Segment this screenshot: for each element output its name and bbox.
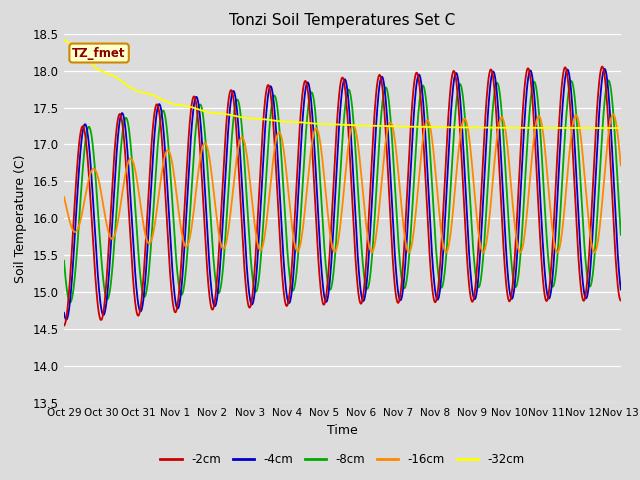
X-axis label: Time: Time (327, 424, 358, 437)
Y-axis label: Soil Temperature (C): Soil Temperature (C) (15, 154, 28, 283)
Text: TZ_fmet: TZ_fmet (72, 47, 126, 60)
Title: Tonzi Soil Temperatures Set C: Tonzi Soil Temperatures Set C (229, 13, 456, 28)
Legend: -2cm, -4cm, -8cm, -16cm, -32cm: -2cm, -4cm, -8cm, -16cm, -32cm (156, 449, 529, 471)
